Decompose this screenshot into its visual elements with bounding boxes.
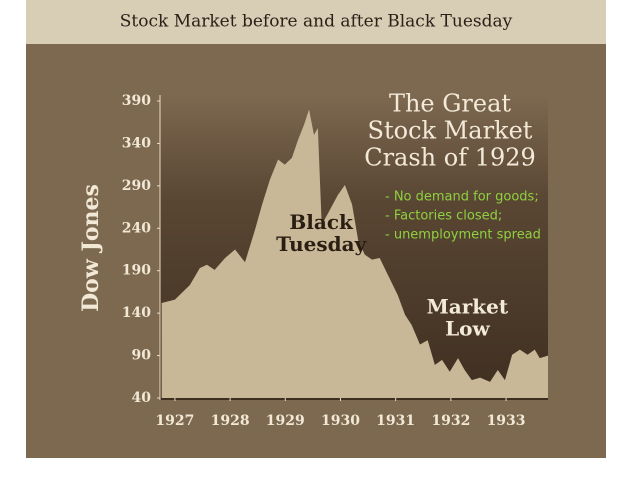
y-tick-label: 140 [122, 305, 151, 321]
y-tick-label: 340 [122, 135, 151, 151]
title-bar [26, 0, 606, 44]
x-tick-label: 1933 [487, 413, 526, 429]
y-tick-label: 190 [122, 263, 151, 279]
annotation: Black [289, 210, 354, 234]
x-tick-label: 1928 [211, 413, 250, 429]
plot: 40 90 140 190 240 290 340 390 1927 1928 1929 1930 19… [122, 90, 548, 429]
note: - unemployment spread [385, 228, 541, 243]
annotation: Low [445, 317, 490, 341]
y-tick-label: 90 [132, 348, 152, 364]
annotation: Market [427, 295, 509, 319]
area [161, 109, 548, 398]
note: - No demand for goods; [385, 190, 539, 205]
heading: The Great [389, 90, 511, 118]
y-tick-label: 290 [122, 178, 151, 194]
note: - Factories closed; [385, 209, 502, 224]
x-tick-label: 1927 [155, 413, 194, 429]
y-axis-label: Dow Jones [78, 184, 104, 312]
heading: Crash of 1929 [364, 144, 536, 172]
x-tick-label: 1929 [266, 413, 305, 429]
y-tick-label: 40 [132, 390, 152, 406]
chart-title: Stock Market before and after Black Tues… [120, 12, 513, 32]
y-tick-label: 390 [122, 93, 151, 109]
annotation: Tuesday [276, 232, 368, 256]
x-tick-label: 1930 [321, 413, 360, 429]
x-tick-label: 1931 [376, 413, 415, 429]
x-tick-label: 1932 [431, 413, 470, 429]
y-tick-label: 240 [122, 220, 151, 236]
heading: Stock Market [368, 117, 533, 145]
